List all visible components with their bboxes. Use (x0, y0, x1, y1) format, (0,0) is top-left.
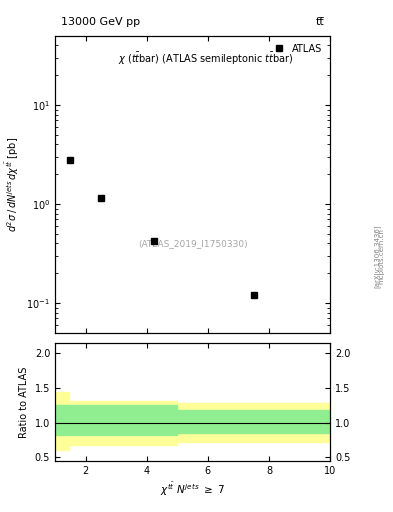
Y-axis label: $d^2\sigma\,/\,dN^{jets}\,d\chi^{t\bar{t}}$ [pb]: $d^2\sigma\,/\,dN^{jets}\,d\chi^{t\bar{t… (4, 137, 21, 232)
Y-axis label: Ratio to ATLAS: Ratio to ATLAS (19, 366, 29, 438)
Text: [arXiv:1306.3436]: [arXiv:1306.3436] (374, 224, 381, 288)
Text: tt̅: tt̅ (316, 17, 325, 27)
X-axis label: $\chi^{t\bar{t}}$ $N^{jets}$ $\geq$ 7: $\chi^{t\bar{t}}$ $N^{jets}$ $\geq$ 7 (160, 481, 225, 499)
Text: mcplots.cern.ch: mcplots.cern.ch (378, 228, 384, 284)
Text: 13000 GeV pp: 13000 GeV pp (61, 17, 140, 27)
Text: $\chi$ ($t\bar{t}$bar) (ATLAS semileptonic $t\bar{t}$bar): $\chi$ ($t\bar{t}$bar) (ATLAS semilepton… (118, 51, 294, 67)
Text: (ATLAS_2019_I1750330): (ATLAS_2019_I1750330) (138, 239, 247, 248)
Legend: ATLAS: ATLAS (272, 40, 325, 56)
